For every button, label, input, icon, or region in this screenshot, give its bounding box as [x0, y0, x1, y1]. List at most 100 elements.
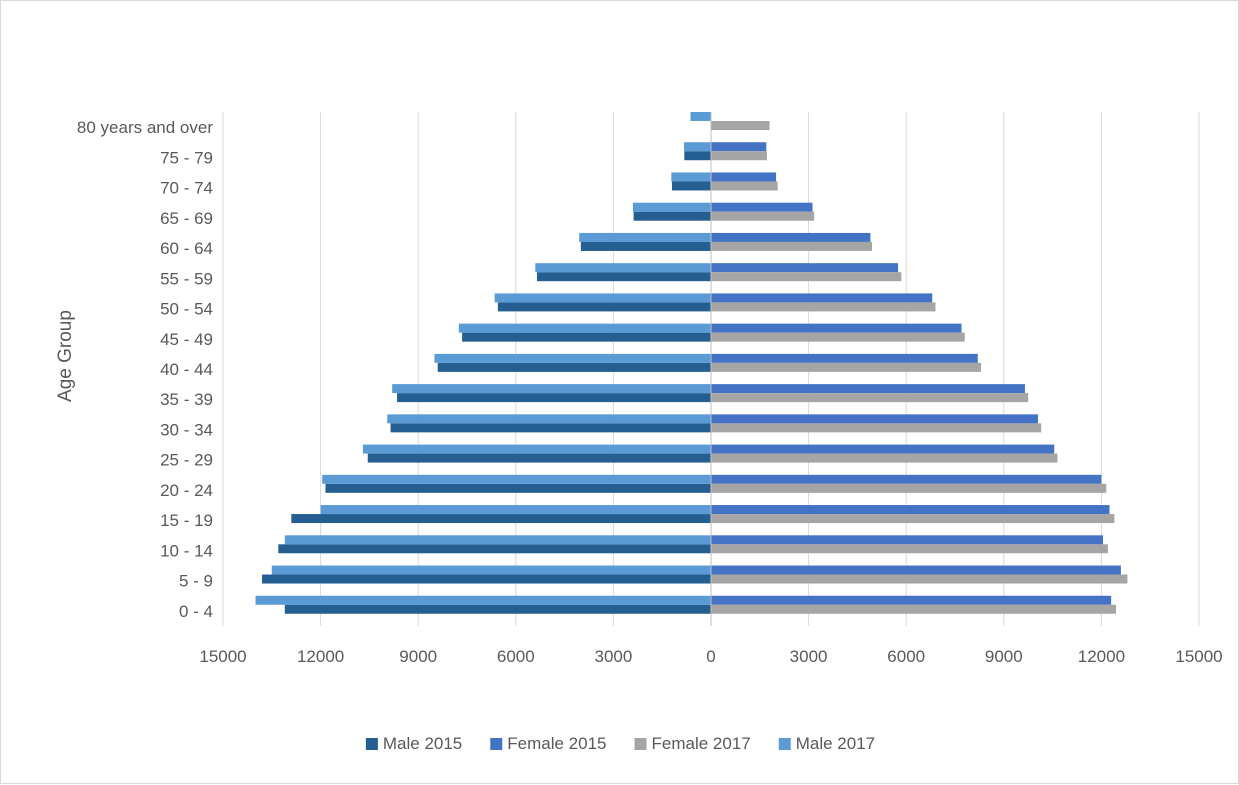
bar-female-2015-0: [711, 595, 1112, 605]
bar-male-2015-0: [284, 604, 711, 614]
bar-male-2015-4: [325, 483, 711, 493]
x-tick-label-10: 15000: [1175, 647, 1222, 666]
bar-female-2017-9: [711, 332, 965, 342]
bar-male-2017-16: [690, 112, 711, 121]
bar-male-2015-2: [278, 544, 711, 554]
bar-female-2017-6: [711, 423, 1042, 433]
bar-male-2015-3: [291, 514, 711, 524]
bar-female-2017-7: [711, 393, 1029, 403]
bar-male-2015-8: [437, 362, 711, 372]
bar-female-2015-10: [711, 293, 933, 303]
bar-male-2017-2: [284, 535, 711, 545]
bar-female-2015-3: [711, 505, 1110, 515]
bar-male-2017-9: [458, 323, 711, 333]
bar-female-2015-14: [711, 172, 777, 182]
bar-male-2017-15: [683, 142, 711, 152]
bar-male-2015-7: [397, 393, 711, 403]
y-tick-label-4: 20 - 24: [160, 481, 213, 500]
bar-female-2017-3: [711, 514, 1115, 524]
legend-swatch-female-2017: [634, 738, 647, 750]
legend-swatch-male-2015: [365, 738, 378, 750]
bar-male-2017-0: [255, 595, 712, 605]
bar-female-2015-1: [711, 565, 1121, 575]
bar-female-2015-12: [711, 232, 871, 242]
bar-male-2017-11: [535, 263, 711, 273]
y-tick-label-0: 0 - 4: [179, 602, 213, 621]
bar-female-2017-2: [711, 544, 1108, 554]
bar-female-2015-2: [711, 535, 1104, 545]
bar-male-2017-8: [434, 353, 711, 363]
y-tick-label-14: 70 - 74: [160, 179, 213, 198]
x-tick-label-3: 6000: [497, 647, 535, 666]
bar-male-2017-1: [271, 565, 711, 575]
bar-male-2017-5: [362, 444, 711, 454]
y-tick-label-16: 80 years and over: [77, 118, 213, 137]
bar-male-2015-9: [462, 332, 711, 342]
y-tick-label-7: 35 - 39: [160, 390, 213, 409]
bar-female-2015-9: [711, 323, 962, 333]
y-tick-label-12: 60 - 64: [160, 239, 213, 258]
legend-swatch-female-2015: [490, 738, 503, 750]
x-tick-labels: 15000 12000 9000 6000 3000 0 3000 6000 9000 12000…: [199, 647, 1222, 666]
y-tick-label-1: 5 - 9: [179, 572, 213, 591]
bar-male-2015-10: [497, 302, 711, 312]
y-tick-label-3: 15 - 19: [160, 511, 213, 530]
legend-label-female-2015: Female 2015: [507, 734, 606, 753]
bar-male-2015-14: [671, 181, 711, 191]
bar-female-2015-6: [711, 414, 1038, 424]
bar-female-2015-15: [711, 142, 767, 152]
y-tick-label-13: 65 - 69: [160, 209, 213, 228]
bar-female-2015-11: [711, 263, 899, 273]
x-tick-label-8: 9000: [985, 647, 1023, 666]
x-tick-label-1: 12000: [297, 647, 344, 666]
x-tick-label-9: 12000: [1078, 647, 1125, 666]
bar-female-2017-8: [711, 362, 982, 372]
y-tick-label-10: 50 - 54: [160, 300, 213, 319]
y-tick-label-5: 25 - 29: [160, 451, 213, 470]
bar-male-2017-10: [494, 293, 711, 303]
x-tick-label-6: 3000: [790, 647, 828, 666]
y-tick-label-8: 40 - 44: [160, 360, 213, 379]
x-tick-label-2: 9000: [399, 647, 437, 666]
bar-female-2015-5: [711, 444, 1055, 454]
bar-female-2015-7: [711, 384, 1025, 394]
legend-label-female-2017: Female 2017: [652, 734, 751, 753]
bar-male-2017-4: [322, 474, 711, 484]
bar-male-2017-14: [671, 172, 711, 182]
bar-female-2017-12: [711, 241, 873, 251]
bar-male-2015-6: [390, 423, 711, 433]
bar-male-2017-3: [320, 505, 711, 515]
bar-female-2017-5: [711, 453, 1058, 463]
bar-male-2017-7: [392, 384, 711, 394]
x-tick-label-7: 6000: [887, 647, 925, 666]
bar-female-2015-13: [711, 202, 813, 212]
y-tick-labels: 0 - 4 5 - 9 10 - 14 15 - 19 20 - 24 25 - 29 30…: [77, 118, 213, 621]
y-tick-label-9: 45 - 49: [160, 330, 213, 349]
bar-female-2017-4: [711, 483, 1107, 493]
bar-female-2015-8: [711, 353, 978, 363]
bar-male-2015-13: [633, 211, 711, 221]
y-tick-label-2: 10 - 14: [160, 541, 213, 560]
bar-female-2017-13: [711, 211, 815, 221]
bar-female-2017-15: [711, 151, 767, 161]
bar-female-2017-14: [711, 181, 778, 191]
bar-male-2017-12: [579, 232, 711, 242]
bar-female-2017-16: [711, 121, 770, 130]
x-tick-label-5: 0: [706, 647, 715, 666]
bar-male-2017-13: [632, 202, 711, 212]
bar-male-2015-15: [684, 151, 711, 161]
x-tick-label-4: 3000: [594, 647, 632, 666]
legend-label-male-2017: Male 2017: [796, 734, 875, 753]
y-tick-label-6: 30 - 34: [160, 420, 213, 439]
bar-female-2017-11: [711, 272, 902, 282]
bars: [255, 112, 1128, 614]
bar-male-2015-11: [536, 272, 711, 282]
x-tick-label-0: 15000: [199, 647, 246, 666]
bar-male-2017-6: [387, 414, 711, 424]
bar-male-2015-12: [580, 241, 711, 251]
bar-male-2015-5: [367, 453, 711, 463]
bar-female-2015-4: [711, 474, 1102, 484]
bar-female-2017-10: [711, 302, 936, 312]
